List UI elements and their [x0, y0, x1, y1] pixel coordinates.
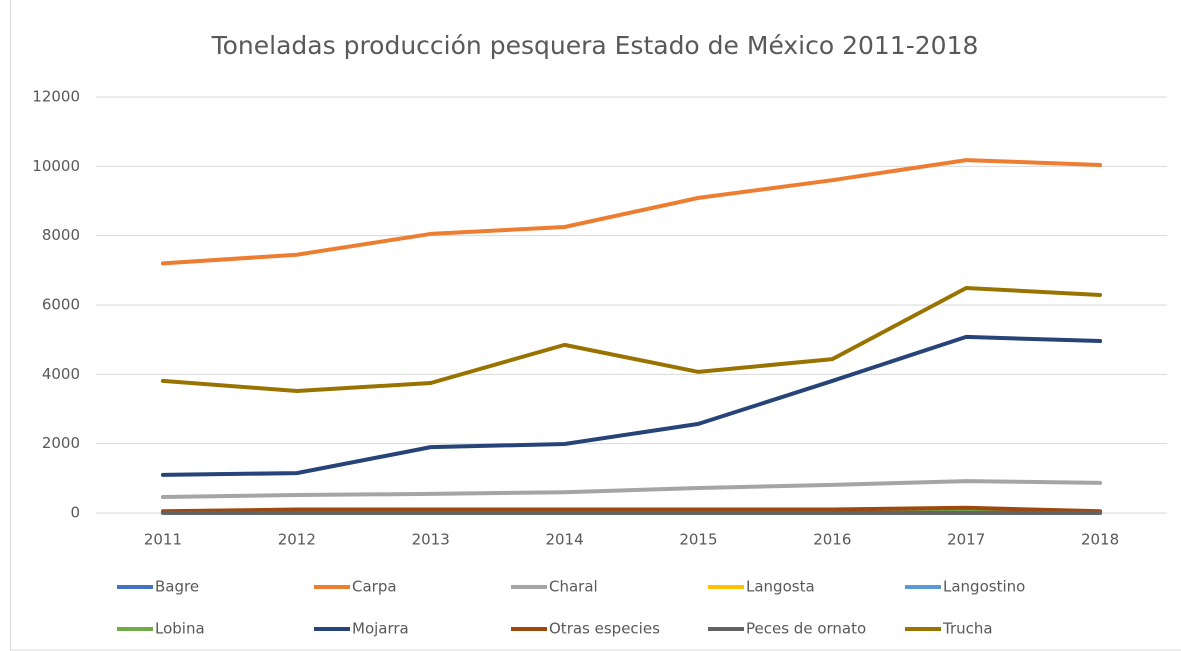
legend-label: Trucha: [942, 620, 993, 638]
legend-label: Carpa: [352, 578, 397, 596]
x-tick-label: 2014: [545, 531, 583, 549]
y-tick-label: 12000: [32, 88, 80, 106]
series-line: [160, 286, 1103, 393]
series-line: [160, 334, 1103, 477]
legend-label: Lobina: [155, 620, 205, 638]
legend-label: Peces de ornato: [746, 620, 866, 638]
x-tick-label: 2018: [1081, 531, 1119, 549]
series-line: [160, 479, 1103, 500]
y-tick-label: 2000: [42, 434, 80, 452]
legend-label: Mojarra: [352, 620, 409, 638]
x-tick-label: 2013: [412, 531, 450, 549]
y-tick-label: 0: [70, 504, 80, 522]
legend-label: Otras especies: [549, 620, 660, 638]
legend-label: Bagre: [155, 578, 199, 596]
legend-label: Langosta: [746, 578, 815, 596]
chart-title: Toneladas producción pesquera Estado de …: [211, 31, 979, 60]
legend-label: Langostino: [943, 578, 1025, 596]
y-tick-label: 8000: [42, 226, 80, 244]
y-tick-label: 4000: [42, 365, 80, 383]
chart-frame: [10, 0, 1181, 651]
x-tick-label: 2016: [813, 531, 851, 549]
series-line: [160, 158, 1103, 266]
x-tick-label: 2015: [679, 531, 717, 549]
series-line: [160, 505, 1103, 514]
legend-label: Charal: [549, 578, 598, 596]
x-tick-label: 2017: [947, 531, 985, 549]
x-tick-label: 2011: [144, 531, 182, 549]
x-tick-label: 2012: [278, 531, 316, 549]
y-tick-label: 6000: [42, 296, 80, 314]
y-tick-label: 10000: [32, 157, 80, 175]
